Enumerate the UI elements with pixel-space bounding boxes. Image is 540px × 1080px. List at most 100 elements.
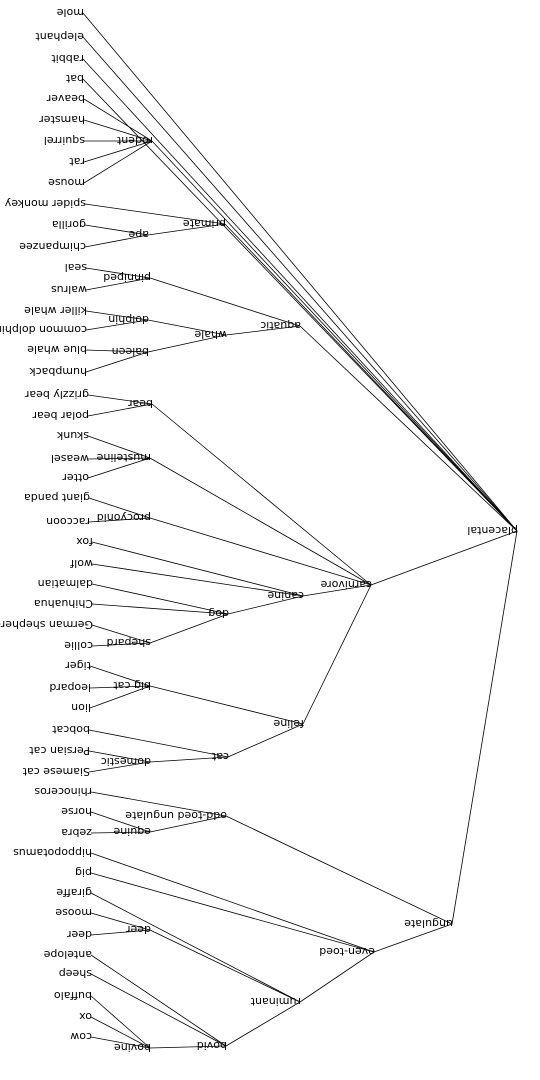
edge-common-dolphin <box>85 319 149 331</box>
edge-cow <box>90 1036 151 1049</box>
edge-chihuahua <box>91 603 229 615</box>
edge-mouse <box>83 140 153 184</box>
leaf-label-persian-cat: Persian cat <box>29 744 90 757</box>
edge-big-cat <box>149 685 304 725</box>
edge-raccoon <box>88 517 151 523</box>
leaf-label-common-dolphin: common dolphin <box>0 323 87 336</box>
leaf-label-humpback: humpback <box>29 365 87 378</box>
edge-even-toed <box>373 923 453 953</box>
edge-ruminant <box>299 951 375 1003</box>
edge-lion <box>89 685 151 709</box>
node-label-whale: whale <box>194 328 227 341</box>
edge-leopard <box>89 685 151 689</box>
node-label-big-cat: big cat <box>113 679 151 692</box>
leaf-label-squirrel: squirrel <box>44 134 85 147</box>
edge-bovid <box>225 1001 301 1047</box>
leaf-label-german-shepherd: German shepherd <box>0 618 93 631</box>
edge-gorilla <box>84 224 149 236</box>
leaf-label-giant-panda: giant panda <box>24 491 90 504</box>
node-label-dolphin: dolphin <box>108 313 149 326</box>
leaf-label-otter: otter <box>62 471 89 484</box>
edge-ungulate <box>451 530 518 925</box>
edge-dolphin <box>147 319 227 336</box>
edge-moose <box>90 912 151 931</box>
node-label-feline: feline <box>273 717 304 730</box>
leaf-label-hamster: hamster <box>39 113 85 126</box>
node-label-ape: ape <box>128 228 149 241</box>
node-label-aquatic: aquatic <box>260 319 301 332</box>
edge-carnivore <box>370 530 518 586</box>
edge-weasel <box>87 457 151 460</box>
leaf-label-hippopotamus: hippopotamus <box>13 846 92 859</box>
node-label-procyonid: procyonid <box>97 511 151 524</box>
leaf-label-pig: pig <box>75 866 92 879</box>
edge-tiger <box>89 665 151 687</box>
edge-walrus <box>85 277 151 291</box>
edge-antelope <box>90 954 227 1047</box>
edge-mole <box>82 12 518 532</box>
edge-feline <box>302 584 372 725</box>
edge-blue-whale <box>85 349 149 353</box>
edge-bovine <box>149 1045 227 1049</box>
edge-persian-cat <box>88 750 151 763</box>
edge-bat <box>82 78 518 532</box>
leaf-label-fox: fox <box>76 535 93 548</box>
edge-deer <box>90 929 151 936</box>
leaf-label-raccoon: raccoon <box>46 515 90 528</box>
leaf-label-buffalo: buffalo <box>54 989 92 1002</box>
leaf-label-killer-whale: killer whale <box>24 304 87 317</box>
leaf-label-blue-whale: blue whale <box>27 343 87 356</box>
leaf-label-gorilla: gorilla <box>52 218 86 231</box>
leaf-label-collie: collie <box>64 639 93 652</box>
edge-giant-panda <box>88 497 151 519</box>
edge-rodent <box>151 140 518 532</box>
leaf-label-lion: lion <box>71 701 91 714</box>
node-label-cat: cat <box>211 750 229 763</box>
leaf-label-leopard: leopard <box>49 681 91 694</box>
leaf-label-giraffe: giraffe <box>56 886 92 899</box>
node-label-shepard: shepard <box>106 636 151 649</box>
leaf-label-moose: moose <box>55 906 92 919</box>
edge-dog <box>227 595 304 615</box>
tree-edges <box>82 12 518 1049</box>
node-label-ungulate: ungulate <box>404 917 453 930</box>
node-label-primate: primate <box>183 217 226 230</box>
leaf-label-rhinoceros: rhinoceros <box>34 785 92 798</box>
edge-odd-toed-ungulate <box>225 815 453 925</box>
leaf-label-seal: seal <box>65 261 87 274</box>
edge-chimpanzee <box>84 234 149 248</box>
node-label-deer: deer <box>125 923 151 936</box>
edge-beaver <box>83 98 153 142</box>
leaf-label-rabbit: rabbit <box>51 52 84 65</box>
edge-fox <box>91 541 304 597</box>
leaf-label-horse: horse <box>61 805 92 818</box>
edge-canine <box>302 584 372 597</box>
leaf-label-zebra: zebra <box>61 826 92 839</box>
node-label-bovine: bovine <box>114 1041 151 1054</box>
node-label-carnivore: carnivore <box>320 578 372 591</box>
leaf-label-skunk: skunk <box>56 429 89 442</box>
edge-domestic <box>149 756 229 763</box>
edge-zebra <box>90 831 151 834</box>
leaf-label-rat: rat <box>69 155 85 168</box>
edge-wolf <box>91 563 304 597</box>
node-label-baleen: baleen <box>112 345 149 358</box>
edge-bobcat <box>88 729 229 758</box>
edge-rabbit <box>82 58 518 532</box>
edge-musteline <box>149 457 372 586</box>
edge-rat <box>83 140 153 163</box>
edge-hamster <box>83 119 153 142</box>
leaf-label-sheep: sheep <box>59 967 92 980</box>
edge-aquatic <box>299 325 518 532</box>
node-label-placental: placental <box>467 524 518 537</box>
node-label-domestic: domestic <box>101 755 151 768</box>
edge-shepard <box>149 613 229 644</box>
edge-procyonid <box>149 517 372 586</box>
node-label-bear: bear <box>128 397 153 410</box>
edge-hippopotamus <box>90 852 375 953</box>
edge-german-shepherd <box>91 624 151 644</box>
leaf-label-siamese-cat: Siamese cat <box>22 765 90 778</box>
edge-seal <box>85 267 151 279</box>
leaf-label-cow: cow <box>70 1030 92 1043</box>
edge-baleen <box>147 334 227 353</box>
